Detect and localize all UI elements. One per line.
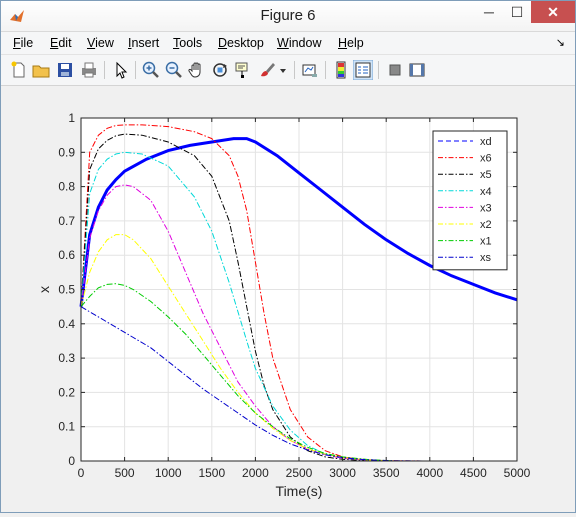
x-axis-label: Time(s)	[276, 483, 323, 499]
save-icon[interactable]	[55, 60, 75, 80]
series-line-x1[interactable]	[80, 283, 517, 462]
x-tick-label: 2500	[286, 466, 313, 480]
open-file-icon[interactable]	[31, 60, 51, 80]
menu-label-rest: ile	[20, 36, 34, 50]
menu-mnemonic: E	[50, 36, 59, 50]
menu-label-rest: nsert	[131, 36, 160, 50]
menu-window[interactable]: Window	[277, 36, 321, 50]
x-tick-label: 1000	[155, 466, 182, 480]
brush-dropdown-icon[interactable]	[278, 60, 288, 80]
toolbar-separator	[294, 61, 295, 79]
menu-mnemonic: I	[128, 36, 132, 50]
menu-view[interactable]: View	[87, 36, 114, 50]
series-line-xs[interactable]	[80, 306, 517, 462]
series-line-x6[interactable]	[80, 124, 517, 462]
pan-icon[interactable]	[187, 60, 207, 80]
legend-label-x4: x4	[480, 186, 492, 198]
figure-canvas[interactable]: 0 500 1000 1500 2000 2500 3000 3500 4000 4500 5000…	[1, 86, 575, 512]
menu-file[interactable]: File	[13, 36, 33, 50]
x-tick-label: 1500	[198, 466, 225, 480]
x-tick-label: 3500	[373, 466, 400, 480]
menu-label-rest: iew	[95, 36, 114, 50]
legend-label-x2: x2	[480, 219, 492, 231]
x-tick-label: 500	[115, 466, 135, 480]
y-tick-label: 0.9	[58, 145, 75, 159]
y-tick-label: 0	[68, 454, 75, 468]
y-tick-label: 0.7	[58, 214, 75, 228]
menu-mnemonic: V	[87, 36, 96, 50]
menu-desktop[interactable]: Desktop	[218, 36, 264, 50]
menu-label-rest: esktop	[227, 36, 264, 50]
menu-mnemonic: F	[13, 36, 21, 50]
colorbar-icon[interactable]	[331, 60, 351, 80]
minimize-button[interactable]: ─	[484, 4, 494, 20]
menu-mnemonic: T	[173, 36, 180, 50]
x-tick-label: 5000	[504, 466, 531, 480]
legend-label-xs: xs	[480, 252, 492, 264]
y-tick-label: 0.4	[58, 317, 75, 331]
x-tick-label: 4500	[460, 466, 487, 480]
y-axis-label: x	[36, 286, 52, 293]
legend-label-x3: x3	[480, 202, 492, 214]
zoom-in-icon[interactable]	[141, 60, 161, 80]
menu-help[interactable]: Help	[338, 36, 364, 50]
x-tick-label: 2000	[242, 466, 269, 480]
y-tick-label: 0.2	[58, 385, 75, 399]
menu-mnemonic: W	[277, 36, 289, 50]
toolbar-separator	[378, 61, 379, 79]
legend-icon[interactable]	[353, 60, 373, 80]
toolbar-separator	[325, 61, 326, 79]
x-tick-label: 3000	[329, 466, 356, 480]
new-figure-icon[interactable]	[9, 60, 29, 80]
legend-label-x6: x6	[480, 153, 492, 165]
window-title: Figure 6	[260, 7, 316, 24]
series-line-xd[interactable]	[79, 137, 518, 307]
dock-arrow-icon[interactable]: ↘	[555, 37, 565, 49]
menu-insert[interactable]: Insert	[128, 36, 159, 50]
y-tick-label: 0.6	[58, 248, 75, 262]
hide-plot-tools-icon[interactable]	[385, 60, 405, 80]
legend-label-x5: x5	[480, 169, 492, 181]
menu-label-rest: dit	[58, 36, 72, 50]
pointer-icon[interactable]	[111, 60, 131, 80]
figure-toolbar	[1, 55, 575, 86]
menu-mnemonic: D	[218, 36, 228, 50]
maximize-button[interactable]: ☐	[510, 4, 524, 20]
toolbar-separator	[104, 61, 105, 79]
menu-bar: ↘ File Edit View Insert Tools Desktop Window He…	[1, 32, 575, 55]
brush-icon[interactable]	[257, 60, 277, 80]
legend-label-x1: x1	[480, 236, 492, 248]
y-tick-label: 1	[68, 111, 75, 125]
zoom-out-icon[interactable]	[164, 60, 184, 80]
series-line-x5[interactable]	[80, 133, 517, 462]
menu-label-rest: elp	[347, 36, 364, 50]
rotate-3d-icon[interactable]	[210, 60, 230, 80]
menu-mnemonic: H	[338, 36, 348, 50]
y-tick-label: 0.8	[58, 180, 75, 194]
toolbar-separator	[135, 61, 136, 79]
x-tick-label: 4000	[416, 466, 443, 480]
title-bar[interactable]: Figure 6 ─ ☐ ✕	[1, 1, 575, 32]
menu-tools[interactable]: Tools	[173, 36, 202, 50]
y-tick-label: 0.5	[58, 283, 75, 297]
print-icon[interactable]	[79, 60, 99, 80]
matlab-app-icon[interactable]	[9, 8, 25, 24]
menu-label-rest: indow	[288, 36, 322, 50]
y-tick-label: 0.3	[58, 351, 75, 365]
data-cursor-icon[interactable]	[233, 60, 253, 80]
show-plot-tools-icon[interactable]	[407, 60, 427, 80]
x-tick-label: 0	[78, 466, 85, 480]
menu-edit[interactable]: Edit	[50, 36, 72, 50]
legend-label-xd: xd	[480, 136, 492, 148]
close-button[interactable]: ✕	[531, 1, 575, 23]
line-chart[interactable]: 0 500 1000 1500 2000 2500 3000 3500 4000 4500 5000…	[1, 86, 575, 512]
y-tick-label: 0.1	[58, 420, 75, 434]
link-plot-icon[interactable]	[300, 60, 320, 80]
menu-label-rest: ools	[179, 36, 203, 50]
legend-box[interactable]	[432, 130, 508, 271]
